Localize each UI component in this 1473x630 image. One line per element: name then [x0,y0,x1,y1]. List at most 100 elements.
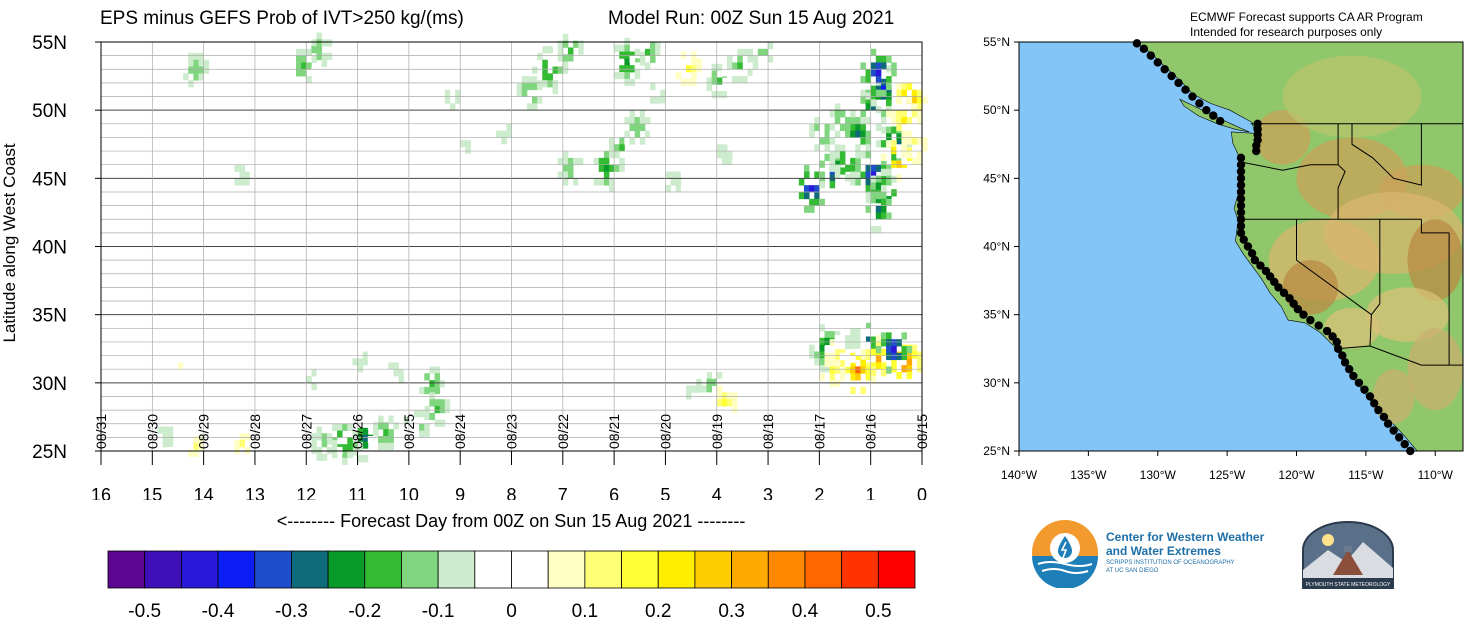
station-dot [1279,288,1289,298]
heatmap-cell [814,144,820,152]
map-lat-label: 50°N [983,103,1010,117]
x-axis-label: <-------- Forecast Day from 00Z on Sun 1… [276,511,746,531]
heatmap-cell [316,52,323,61]
heatmap-cell [275,335,281,343]
political-border [1240,161,1339,171]
heatmap-cell [403,416,410,425]
heatmap-cell [891,352,897,361]
heatmap-cell [496,116,502,125]
heatmap-cell [357,358,364,366]
heatmap-cell [696,365,702,373]
heatmap-cell [316,32,323,40]
heatmap-cell [911,103,918,111]
heatmap-cell [234,419,240,427]
heatmap-cell [721,392,728,400]
terrain-shade [1365,287,1450,342]
heatmap-cell [419,403,425,411]
heatmap-cell [855,157,861,166]
heatmap-cell [829,366,836,374]
heatmap-cell [552,80,559,88]
y-tick-label: 55N [32,33,67,54]
heatmap-cell [860,321,866,329]
heatmap-cell [557,171,564,179]
map-note-line-2: Intended for research purposes only [1190,25,1383,39]
heatmap-cell [644,116,651,125]
heatmap-cell [239,178,246,186]
station-dot [1252,146,1261,156]
heatmap-cell [706,144,713,152]
heatmap-cell [886,92,892,100]
date-label: 08/17 [811,414,827,449]
station-dot [1256,261,1265,270]
heatmap-cell [434,380,441,388]
heatmap-cell [234,164,240,172]
heatmap-cell [809,123,815,132]
heatmap-cell [860,110,866,118]
terrain-shade [1372,369,1415,424]
heatmap-cell [824,331,831,339]
heatmap-cell [188,59,194,67]
heatmap-cell [280,335,287,343]
heatmap-cell [855,123,861,132]
heatmap-cell [203,59,210,67]
heatmap-cell [865,185,872,193]
heatmap-cell [167,440,174,448]
heatmap-cell [408,369,415,377]
heatmap-cell [675,51,682,59]
heatmap-cell [880,164,887,172]
station-dot [1153,58,1162,67]
heatmap-cell [727,137,733,145]
colorbar-swatch [180,550,219,589]
heatmap-cell [367,422,374,430]
heatmap-cell [362,441,369,449]
cw3e-affiliation: SCRIPPS INSTITUTION OF OCEANOGRAPHY AT U… [1106,559,1235,575]
heatmap-cell [475,153,482,162]
heatmap-cell [429,392,435,400]
heatmap-cell [557,66,564,74]
heatmap-cell [655,42,661,50]
heatmap-cell [229,178,235,186]
heatmap-cell [316,39,323,47]
cw3e-affiliation-line-2: AT UC SAN DIEGO [1106,568,1159,574]
heatmap-cell [152,433,158,441]
heatmap-cell [557,54,564,62]
heatmap-cell [424,423,430,431]
heatmap-cell [414,403,420,411]
station-dot [1349,371,1358,381]
heatmap-cell [521,82,528,91]
heatmap-cell [388,415,394,423]
heatmap-cell [608,144,615,152]
station-dot [1322,326,1332,336]
heatmap-cell [136,266,143,275]
heatmap-cell [865,322,872,331]
heatmap-cell [675,71,682,80]
heatmap-cell [814,366,820,374]
heatmap-cell [326,460,333,468]
heatmap-cell [865,205,872,213]
heatmap-cell [275,348,281,356]
heatmap-cell [742,48,748,57]
heatmap-cell [429,399,435,407]
heatmap-cell [383,429,389,437]
heatmap-cell [629,123,636,132]
heatmap-cell [177,59,184,67]
heatmap-cell [675,198,682,206]
heatmap-cell [880,369,887,377]
heatmap-cell [388,442,394,451]
heatmap-cell [388,429,394,437]
heatmap-cell [901,332,908,340]
heatmap-cell [521,76,528,84]
heatmap-cell [542,96,548,104]
heatmap-cell [193,46,199,54]
heatmap-cell [901,144,908,152]
heatmap-cell [865,103,872,111]
heatmap-cell [295,369,302,377]
heatmap-cell [603,157,610,166]
heatmap-cell [490,144,497,152]
heatmap-cell [511,116,518,125]
heatmap-cell [834,359,841,367]
heatmap-cell [383,103,389,111]
heatmap-cell [737,62,743,70]
heatmap-cell [393,82,400,91]
heatmap-cell [886,175,892,183]
